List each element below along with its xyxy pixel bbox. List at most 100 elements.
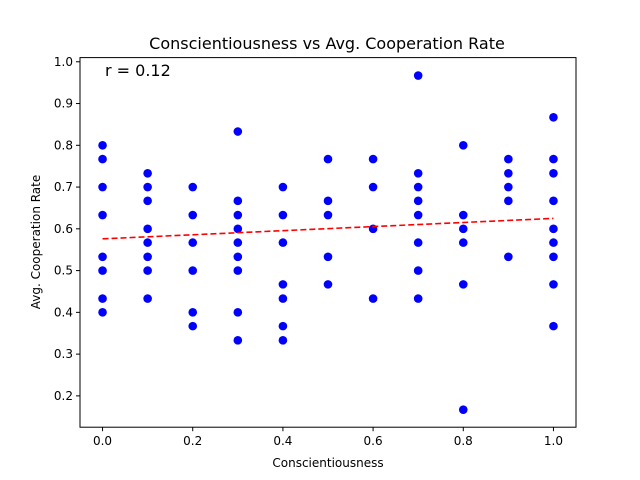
y-tick-label: 0.6 <box>54 222 73 236</box>
correlation-annotation: r = 0.12 <box>105 61 171 80</box>
data-point <box>368 294 378 303</box>
plot-frame <box>79 57 577 428</box>
data-point <box>143 168 152 178</box>
x-tick-label: 0.0 <box>93 434 112 448</box>
data-point <box>98 182 107 192</box>
x-tick-label: 0.4 <box>273 434 292 448</box>
data-point <box>278 321 288 331</box>
data-point <box>549 224 558 234</box>
data-point <box>413 294 423 303</box>
data-point <box>188 182 198 192</box>
data-point <box>188 308 198 317</box>
x-axis-ticks: 0.0 0.2 0.4 0.6 0.8 1.0 <box>93 427 563 448</box>
data-point <box>98 266 107 275</box>
data-point <box>458 224 468 234</box>
y-tick-label: 0.5 <box>54 264 73 278</box>
y-tick-label: 0.2 <box>54 389 73 403</box>
data-point <box>413 196 423 206</box>
data-point <box>504 168 513 178</box>
data-point <box>188 210 198 220</box>
trend-line <box>102 217 554 240</box>
data-point <box>143 224 152 234</box>
data-point <box>98 252 107 262</box>
data-point <box>143 196 152 206</box>
data-point <box>278 294 288 303</box>
data-point <box>549 113 558 122</box>
data-point <box>278 182 288 192</box>
data-point <box>323 252 333 262</box>
data-point <box>458 238 468 247</box>
data-point <box>233 252 243 262</box>
data-point <box>413 71 423 80</box>
data-point <box>323 196 333 206</box>
data-point <box>368 154 378 164</box>
y-tick-label: 1.0 <box>54 55 73 69</box>
data-point <box>233 196 243 206</box>
x-tick-label: 0.2 <box>183 434 202 448</box>
data-point <box>188 321 198 331</box>
data-point <box>504 154 513 164</box>
data-point <box>278 280 288 289</box>
data-point <box>504 196 513 206</box>
data-point <box>413 266 423 275</box>
data-point <box>458 210 468 220</box>
x-tick-label: 0.8 <box>454 434 473 448</box>
data-point <box>98 308 107 317</box>
data-point <box>458 141 468 150</box>
data-point <box>323 210 333 220</box>
data-point <box>233 238 243 247</box>
x-tick-label: 0.6 <box>364 434 383 448</box>
y-tick-label: 0.7 <box>54 180 73 194</box>
y-tick-label: 0.4 <box>54 305 73 319</box>
plot-area <box>98 71 558 414</box>
data-point <box>188 266 198 275</box>
data-point <box>98 294 107 303</box>
x-tick-label: 1.0 <box>544 434 563 448</box>
data-point <box>413 210 423 220</box>
data-point <box>549 252 558 262</box>
data-point <box>368 182 378 192</box>
data-point <box>233 127 243 136</box>
y-axis-label: Avg. Cooperation Rate <box>29 175 43 310</box>
data-point <box>278 210 288 220</box>
data-point <box>549 321 558 331</box>
data-point <box>233 308 243 317</box>
data-point <box>413 168 423 178</box>
data-point <box>278 336 288 345</box>
data-point <box>143 238 152 247</box>
data-point <box>549 154 558 164</box>
data-point <box>323 154 333 164</box>
data-point <box>143 252 152 262</box>
data-point <box>98 154 107 164</box>
data-point <box>549 196 558 206</box>
data-point <box>143 266 152 275</box>
data-point <box>504 182 513 192</box>
y-tick-label: 0.9 <box>54 97 73 111</box>
data-point <box>233 210 243 220</box>
y-tick-label: 0.8 <box>54 138 73 152</box>
data-point <box>549 280 558 289</box>
data-point <box>233 266 243 275</box>
data-point <box>188 238 198 247</box>
data-point <box>278 238 288 247</box>
data-point <box>549 238 558 247</box>
data-point <box>323 280 333 289</box>
data-point <box>98 141 107 150</box>
data-point <box>98 210 107 220</box>
data-point <box>413 238 423 247</box>
x-axis-label: Conscientiousness <box>272 456 383 470</box>
data-point <box>413 182 423 192</box>
data-point <box>458 280 468 289</box>
data-point <box>233 336 243 345</box>
data-point <box>549 168 558 178</box>
data-point <box>143 294 152 303</box>
data-point <box>504 252 513 262</box>
data-point <box>458 405 468 414</box>
chart-title: Conscientiousness vs Avg. Cooperation Ra… <box>149 34 505 53</box>
y-axis-ticks: 0.2 0.3 0.4 0.5 0.6 0.7 0.8 0.9 1.0 <box>54 55 80 403</box>
y-tick-label: 0.3 <box>54 347 73 361</box>
data-point <box>233 224 243 234</box>
data-point <box>143 182 152 192</box>
